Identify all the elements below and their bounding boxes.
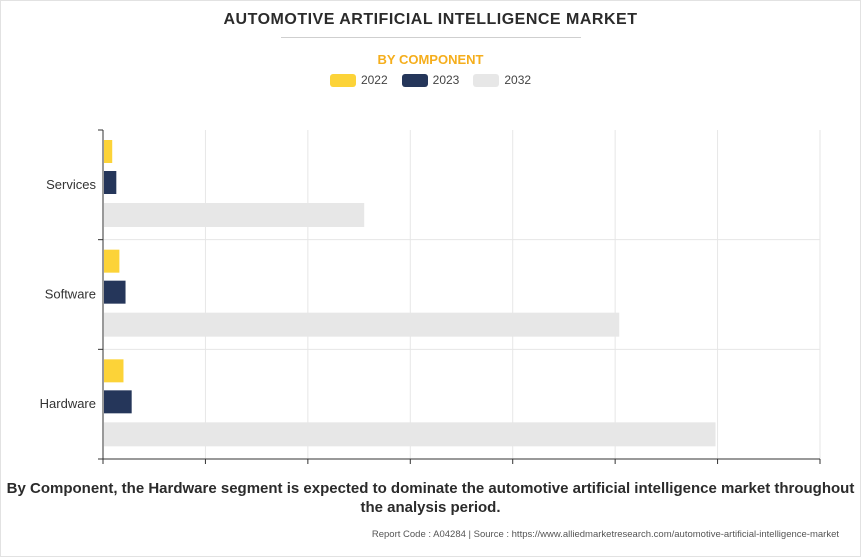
- y-tick-label: Software: [45, 287, 96, 302]
- bar-hardware-2032[interactable]: [104, 422, 716, 447]
- title-divider: [281, 37, 581, 38]
- bar-services-2032[interactable]: [104, 203, 365, 227]
- legend-item-2032[interactable]: 2032: [473, 73, 531, 87]
- legend-swatch-2023: [401, 73, 428, 87]
- bar-software-2023[interactable]: [104, 280, 126, 304]
- chart-legend: 2022 2023 2032: [0, 73, 861, 87]
- y-tick-label: Hardware: [40, 396, 96, 411]
- legend-label-2023: 2023: [432, 73, 460, 87]
- legend-label-2022: 2022: [360, 73, 388, 87]
- chart-title: AUTOMOTIVE ARTIFICIAL INTELLIGENCE MARKE…: [223, 11, 638, 28]
- bar-services-2022[interactable]: [104, 140, 113, 163]
- bar-software-2022[interactable]: [104, 249, 120, 273]
- legend-swatch-2032: [473, 73, 500, 87]
- chart-subtitle: BY COMPONENT: [377, 52, 484, 67]
- legend-item-2023[interactable]: 2023: [401, 73, 460, 87]
- bar-chart: Services Software Hardware: [40, 129, 821, 464]
- y-tick-label: Services: [46, 177, 96, 192]
- chart-footnote: By Component, the Hardware segment is ex…: [6, 480, 855, 516]
- bar-hardware-2022[interactable]: [104, 359, 124, 383]
- bar-software-2032[interactable]: [104, 312, 620, 337]
- legend-item-2022[interactable]: 2022: [329, 73, 388, 87]
- legend-label-2032: 2032: [504, 73, 532, 87]
- bar-services-2023[interactable]: [104, 171, 117, 194]
- bar-hardware-2023[interactable]: [104, 390, 132, 414]
- legend-swatch-2022: [329, 73, 356, 87]
- source-note: Report Code : A04284 | Source : https://…: [371, 529, 839, 540]
